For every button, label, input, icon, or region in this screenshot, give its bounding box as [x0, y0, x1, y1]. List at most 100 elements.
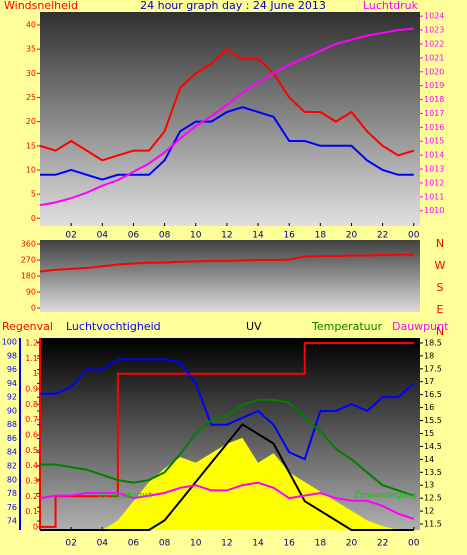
- y-tick-label: 30: [26, 69, 36, 78]
- x-tick-label: 12: [221, 231, 232, 241]
- x-tick-label: 08: [159, 231, 171, 241]
- x-tick-label: 00: [408, 539, 420, 549]
- x-tick-label: 04: [97, 539, 109, 549]
- y2-tick-label: 16.5: [424, 390, 442, 399]
- y2-tick-label: 17: [424, 377, 434, 386]
- y-tick-label: 80: [7, 475, 17, 484]
- x-tick-label: 16: [283, 231, 295, 241]
- series-line: [40, 106, 414, 181]
- y-tick-label: 360: [21, 240, 36, 249]
- y-tick-label: 35: [26, 45, 36, 54]
- x-tick-label: 14: [252, 539, 264, 549]
- y2-tick-label: 14: [424, 455, 434, 464]
- y2-tick-label: 1021: [424, 53, 444, 62]
- y2-tick-label: 11.5: [424, 520, 442, 529]
- y-tick-label: 40: [26, 21, 36, 30]
- y-axis-label: Windsnelheid: [4, 0, 78, 12]
- y2-tick-label: 12.5: [424, 494, 442, 503]
- y-tick-label: 94: [7, 379, 17, 388]
- direction-label: E: [437, 303, 444, 316]
- x-tick-label: 20: [346, 231, 358, 241]
- annotation: Zonsondergang: [354, 491, 417, 500]
- series-label: Regenval: [2, 320, 53, 333]
- y-tick-label: 10: [26, 165, 36, 174]
- y-tick-label: 90: [7, 406, 17, 415]
- series-line: [39, 481, 415, 520]
- y2-tick-label: 1010: [424, 206, 444, 215]
- y2-tick-label: 14.5: [424, 442, 442, 451]
- x-tick-label: 14: [252, 231, 264, 241]
- series-line: [40, 398, 415, 497]
- y3-tick-label: 1.1: [25, 354, 38, 363]
- y3-tick-label: 1.2: [25, 339, 38, 348]
- x-tick-label: 02: [65, 231, 76, 241]
- panel-direction: [40, 240, 420, 312]
- area: [40, 437, 414, 530]
- x-tick-label: 04: [97, 231, 109, 241]
- y2-tick-label: 1022: [424, 39, 444, 48]
- y2-axis-label: Luchtdruk: [363, 0, 419, 12]
- y-tick-label: 78: [7, 489, 17, 498]
- series-label: Temperatuur: [311, 320, 383, 333]
- series-line: [40, 358, 415, 461]
- y-tick-label: 25: [26, 93, 36, 102]
- y-tick-label: 98: [7, 351, 17, 360]
- y2-tick-label: 1012: [424, 178, 444, 187]
- x-tick-label: 22: [377, 231, 388, 241]
- chart-title: 24 hour graph day : 24 June 2013: [140, 0, 326, 12]
- y3-tick-label: 0: [33, 522, 38, 531]
- y2-tick-label: 12: [424, 507, 434, 516]
- x-tick-label: 22: [377, 539, 388, 549]
- x-tick-label: 18: [315, 539, 327, 549]
- y-tick-label: 82: [7, 462, 17, 471]
- y3-tick-label: 0.6: [25, 430, 38, 439]
- y-tick-label: 84: [7, 448, 17, 457]
- series-line: [39, 27, 414, 207]
- y2-tick-label: 1024: [424, 12, 444, 21]
- y-tick-label: 270: [21, 256, 36, 265]
- y-tick-label: 100: [2, 338, 17, 347]
- y2-tick-label: 13: [424, 481, 434, 490]
- x-tick-label: 10: [190, 231, 202, 241]
- x-tick-label: 00: [408, 231, 420, 241]
- series-line: [39, 47, 415, 162]
- x-tick-label: 10: [190, 539, 202, 549]
- x-tick-label: 20: [346, 539, 358, 549]
- y3-tick-label: 0.7: [25, 415, 38, 424]
- x-tick-label: 16: [283, 539, 295, 549]
- y-tick-label: 86: [7, 434, 17, 443]
- y2-tick-label: 15: [424, 429, 434, 438]
- y2-tick-label: 1023: [424, 26, 444, 35]
- y2-tick-label: 1017: [424, 109, 444, 118]
- x-tick-label: 02: [65, 539, 76, 549]
- y2-tick-label: 16: [424, 403, 434, 412]
- y-tick-label: 96: [7, 365, 17, 374]
- y3-tick-label: 0.1: [25, 507, 38, 516]
- y2-tick-label: 1011: [424, 192, 444, 201]
- y2-tick-label: 17.5: [424, 364, 442, 373]
- y2-tick-label: 1014: [424, 151, 444, 160]
- series-label: Dauwpunt: [392, 320, 449, 333]
- x-tick-label: 18: [315, 231, 327, 241]
- x-tick-label: 12: [221, 539, 232, 549]
- direction-label: N: [436, 237, 444, 250]
- x-tick-label: 06: [128, 539, 140, 549]
- y2-tick-label: 18: [424, 351, 434, 360]
- panel-wind: [40, 12, 420, 226]
- y3-tick-label: 0.9: [25, 385, 38, 394]
- y-tick-label: 92: [7, 393, 17, 402]
- y3-tick-label: 0.5: [25, 446, 38, 455]
- y-tick-label: 180: [21, 272, 36, 281]
- series-label: Luchtvochtigheid: [66, 320, 161, 333]
- series-label: UV: [246, 320, 262, 333]
- series-line: [40, 342, 414, 528]
- y2-tick-label: 1019: [424, 81, 444, 90]
- y3-tick-label: 1: [33, 369, 38, 378]
- y2-tick-label: 1016: [424, 123, 444, 132]
- y2-tick-label: 1018: [424, 95, 444, 104]
- y2-tick-label: 1020: [424, 67, 444, 76]
- y3-tick-label: 0.3: [25, 476, 38, 485]
- direction-label: N: [436, 325, 444, 338]
- y-tick-label: 90: [26, 288, 36, 297]
- y-tick-label: 74: [7, 517, 17, 526]
